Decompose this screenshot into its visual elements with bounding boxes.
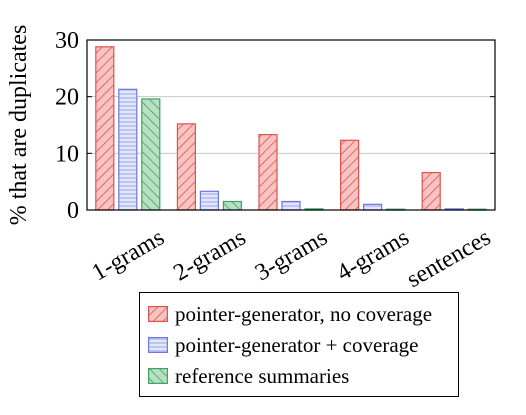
y-tick-label: 20 — [55, 85, 79, 111]
bar-reference-summaries-1-grams — [141, 98, 161, 211]
bar-pointer-generator-no-coverage-2-grams — [176, 123, 196, 211]
y-tick-label: 0 — [67, 198, 79, 224]
y-tick-label: 30 — [55, 28, 79, 54]
bar-pointer-generator-no-coverage-1-grams — [95, 46, 115, 211]
bar-pointer-generator-coverage-1-grams — [118, 88, 138, 211]
bars — [95, 46, 487, 211]
legend-swatch-blue — [148, 337, 168, 353]
bar-pointer-generator-no-coverage-sentences — [421, 172, 441, 211]
y-tick-label: 10 — [55, 141, 79, 167]
legend: pointer-generator, no coverage pointer-g… — [139, 292, 459, 397]
bar-pointer-generator-no-coverage-3-grams — [258, 134, 278, 211]
axes — [86, 39, 496, 211]
legend-item-coverage: pointer-generator + coverage — [148, 332, 418, 358]
bar-pointer-generator-no-coverage-4-grams — [340, 139, 360, 211]
bar-pointer-generator-coverage-3-grams — [281, 200, 301, 211]
legend-item-no-coverage: pointer-generator, no coverage — [148, 301, 432, 327]
x-tick-label-1-grams: 1-grams — [88, 225, 169, 287]
legend-label: pointer-generator + coverage — [175, 332, 419, 357]
bar-pointer-generator-coverage-2-grams — [199, 190, 219, 211]
x-tick-label-3-grams: 3-grams — [251, 225, 332, 287]
legend-swatch-red — [148, 306, 168, 322]
x-tick-label-sentences: sentences — [403, 225, 496, 294]
x-tick-label-2-grams: 2-grams — [169, 225, 250, 287]
legend-label: pointer-generator, no coverage — [175, 301, 433, 326]
legend-label: reference summaries — [175, 363, 350, 388]
plot-frame — [86, 39, 496, 211]
y-axis-label: % that are duplicates — [6, 25, 32, 226]
bar-reference-summaries-2-grams — [222, 200, 242, 211]
x-tick-label-4-grams: 4-grams — [332, 225, 413, 287]
legend-swatch-green — [148, 368, 168, 384]
legend-item-reference: reference summaries — [148, 363, 349, 389]
bar-pointer-generator-coverage-4-grams — [363, 203, 383, 211]
